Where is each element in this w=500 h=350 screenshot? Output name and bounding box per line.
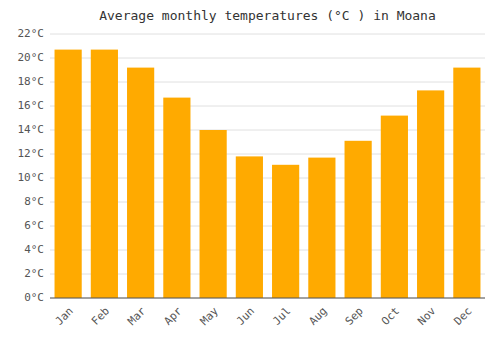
grid-line xyxy=(50,298,485,299)
y-tick-label: 0°C xyxy=(24,291,44,304)
bar xyxy=(127,68,154,298)
x-tick-label: Jan xyxy=(53,305,76,328)
y-tick-label: 6°C xyxy=(24,219,44,232)
y-tick-label: 16°C xyxy=(18,99,45,112)
y-tick-label: 12°C xyxy=(18,147,45,160)
y-tick-label: 14°C xyxy=(18,123,45,136)
chart-container: 0°C 2°C 4°C 6°C 8°C 10°C 12°C 14°C 16°C 18°C 20°C 2… xyxy=(0,0,500,350)
x-tick-label: Nov xyxy=(415,304,439,328)
y-tick-label: 2°C xyxy=(24,267,44,280)
x-tick-label: Apr xyxy=(161,304,185,328)
x-tick-label: Sep xyxy=(343,305,366,328)
bars xyxy=(55,50,481,298)
bar xyxy=(417,90,444,298)
y-tick-label: 10°C xyxy=(18,171,45,184)
bar xyxy=(308,158,335,298)
grid-line xyxy=(50,34,485,35)
bar xyxy=(163,98,190,298)
bar xyxy=(236,156,263,298)
y-tick-label: 8°C xyxy=(24,195,44,208)
x-tick-label: Oct xyxy=(379,305,402,328)
bar xyxy=(200,130,227,298)
x-tick-label: Aug xyxy=(306,305,329,328)
x-tick-label: Jul xyxy=(270,305,293,328)
x-tick-label: Feb xyxy=(89,305,112,328)
y-tick-label: 22°C xyxy=(18,27,45,40)
y-tick-label: 20°C xyxy=(18,51,45,64)
bar xyxy=(345,141,372,298)
bar xyxy=(91,50,118,298)
y-ticks: 0°C 2°C 4°C 6°C 8°C 10°C 12°C 14°C 16°C 18°C 20°C 2… xyxy=(18,27,45,304)
x-tick-label: Dec xyxy=(451,305,474,328)
bar xyxy=(453,68,480,298)
bar xyxy=(381,116,408,298)
x-tick-label: Jun xyxy=(234,305,257,328)
bar xyxy=(55,50,82,298)
y-tick-label: 4°C xyxy=(24,243,44,256)
x-tick-label: Mar xyxy=(125,304,149,328)
x-ticks: Jan Feb Mar Apr May Jun Jul Aug Sep Oct Nov Dec xyxy=(53,304,475,328)
grid xyxy=(50,34,485,298)
x-axis-line xyxy=(50,298,485,299)
chart-svg: 0°C 2°C 4°C 6°C 8°C 10°C 12°C 14°C 16°C 18°C 20°C 2… xyxy=(0,0,500,350)
bar xyxy=(272,165,299,298)
y-tick-label: 18°C xyxy=(18,75,45,88)
x-tick-label: May xyxy=(198,304,222,328)
title: Average monthly temperatures (°C ) in Mo… xyxy=(99,8,436,23)
